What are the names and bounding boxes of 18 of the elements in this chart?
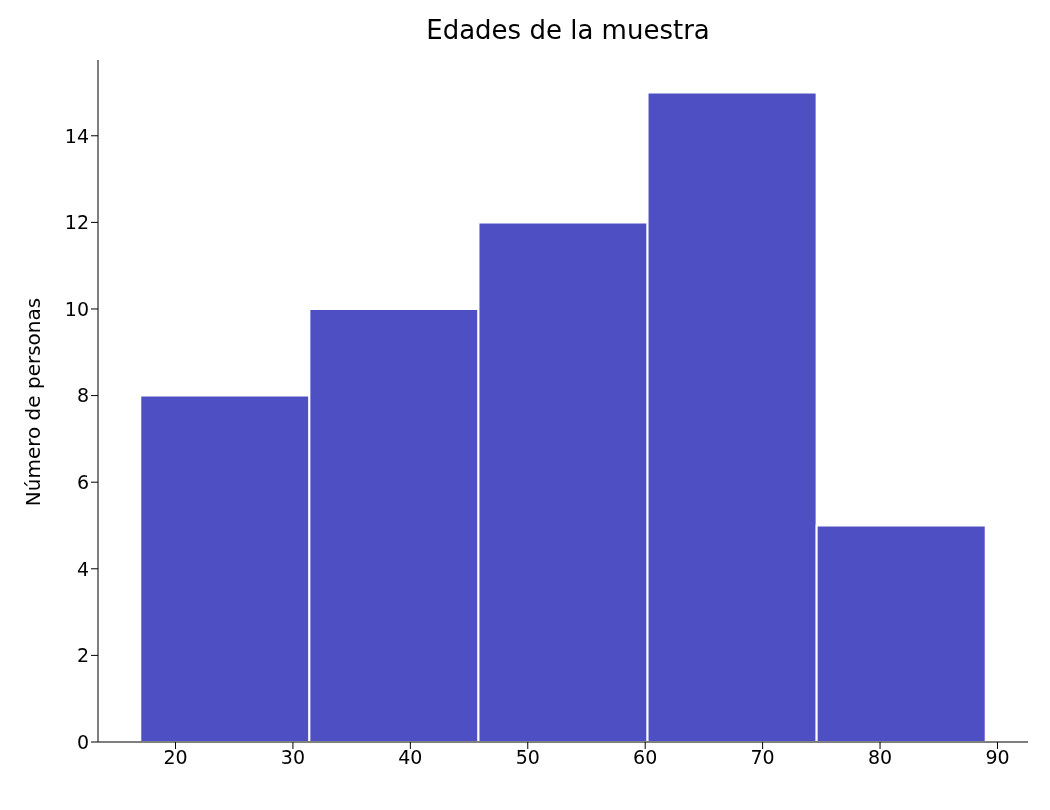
x-tick-label: 20	[163, 746, 188, 769]
y-tick-label: 8	[76, 384, 89, 407]
x-tick-label: 70	[750, 746, 775, 769]
y-tick-label: 4	[76, 557, 89, 580]
x-tick-label: 40	[398, 746, 423, 769]
x-tick-label: 80	[867, 746, 893, 769]
chart-title: Edades de la muestra	[425, 14, 711, 47]
y-tick-label: 10	[64, 297, 89, 320]
y-tick-label: 12	[64, 211, 89, 234]
y-tick-label: 0	[76, 730, 89, 753]
y-tick-label: 2	[76, 644, 89, 667]
x-tick-label: 90	[985, 746, 1010, 769]
y-tick-label: 6	[76, 470, 89, 493]
y-axis-title: Número de personas	[21, 297, 46, 507]
x-tick-label: 60	[633, 746, 658, 769]
x-tick-label: 30	[280, 746, 306, 769]
x-tick-label: 50	[515, 746, 540, 769]
y-tick-label: 14	[64, 124, 89, 147]
